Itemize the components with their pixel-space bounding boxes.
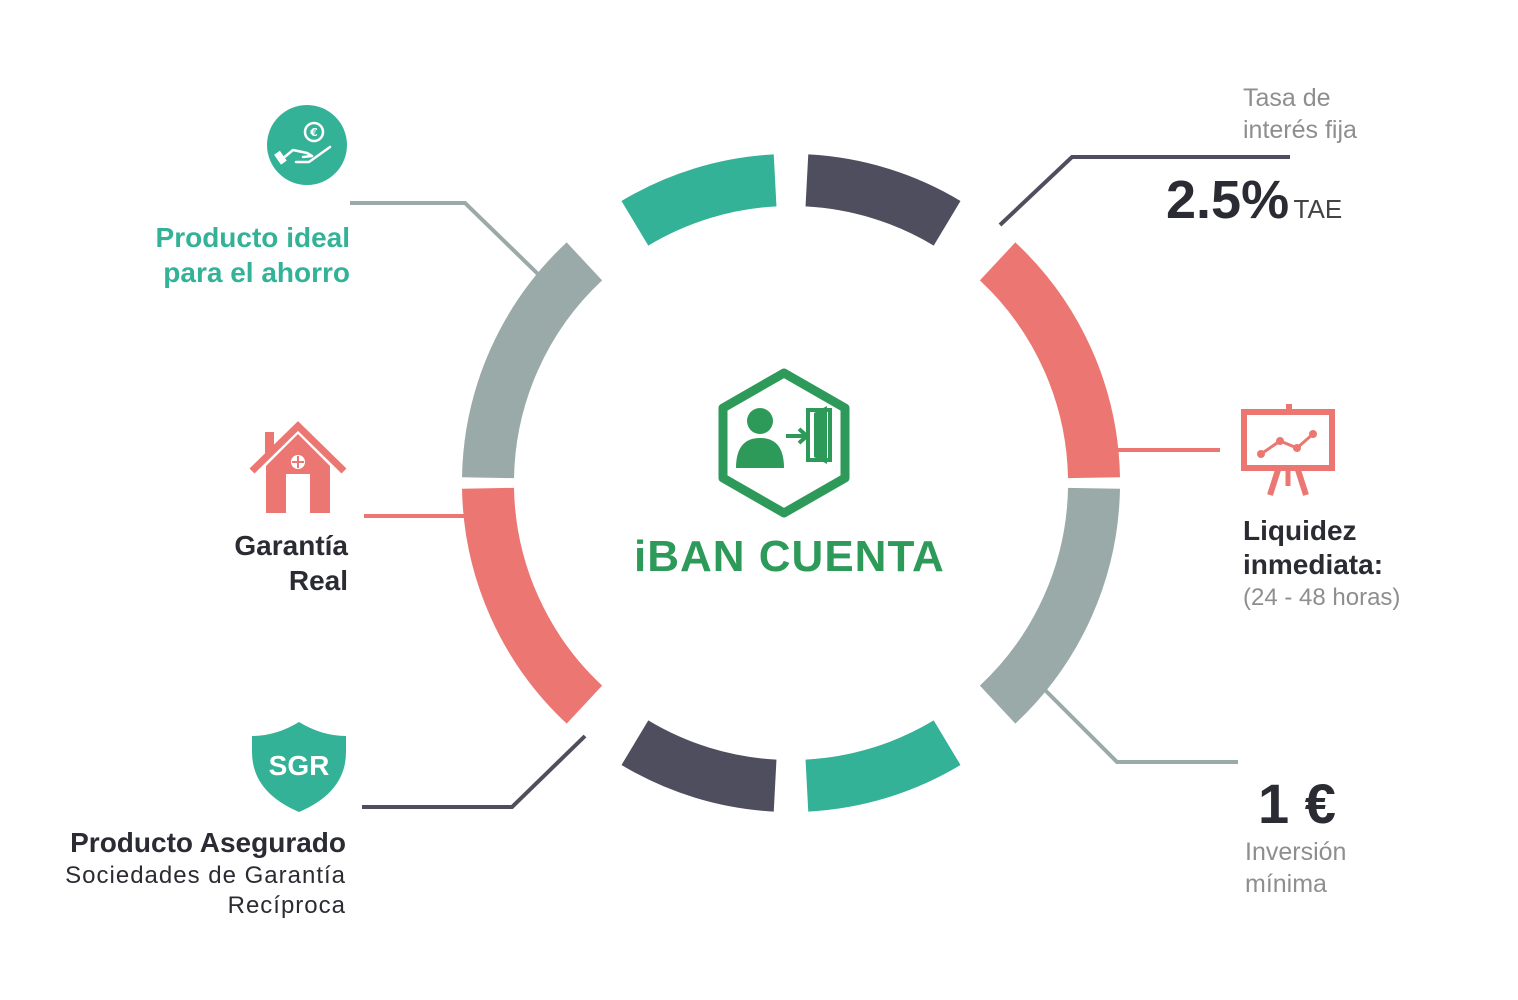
ring-segments: [462, 154, 1120, 812]
asegurado-sub-2: Recíproca: [227, 892, 346, 919]
asegurado-label: Producto Asegurado Sociedades de Garantí…: [20, 825, 346, 921]
segment-left-upper: [462, 242, 603, 479]
inversion-value: 1 €: [1258, 772, 1336, 835]
inversion-label: Inversión mínima: [1245, 836, 1346, 900]
garantia-label: Garantía Real: [150, 528, 348, 598]
house-icon: [249, 421, 347, 513]
ahorro-line-1: Producto ideal: [155, 222, 350, 253]
liquidez-line-3: (24 - 48 horas): [1243, 584, 1401, 611]
liquidez-label: Liquidez inmediata: (24 - 48 horas): [1243, 514, 1400, 614]
liquidez-line-1: Liquidez: [1243, 515, 1357, 546]
connector-inversion: [1041, 686, 1238, 764]
ahorro-line-2: para el ahorro: [163, 257, 350, 288]
segment-top-right: [805, 154, 961, 246]
segment-bottom-left: [621, 720, 777, 812]
svg-text:€: €: [309, 126, 318, 139]
liquidez-line-2: inmediata:: [1243, 549, 1384, 580]
shield-label: SGR: [269, 750, 330, 781]
user-exit-icon: [718, 368, 850, 518]
presentation-chart-icon: [1241, 404, 1335, 496]
segment-bottom-right: [805, 720, 961, 812]
connector-ahorro: [350, 201, 542, 278]
garantia-line-2: Real: [288, 565, 348, 596]
segment-left-lower: [462, 487, 603, 724]
segment-top-left: [621, 154, 777, 246]
segment-right-upper: [979, 242, 1120, 479]
tasa-unit: TAE: [1293, 194, 1343, 224]
page-title: iBAN CUENTA: [634, 532, 945, 581]
asegurado-title: Producto Asegurado: [70, 827, 346, 858]
segment-right-lower: [979, 487, 1120, 724]
inversion-label-2: mínima: [1245, 870, 1327, 898]
euro-hand-icon: €: [267, 105, 347, 185]
connector-tasa: [998, 155, 1290, 227]
garantia-line-1: Garantía: [234, 530, 348, 561]
tasa-value-row: 2.5% TAE: [1166, 168, 1342, 246]
tasa-label: Tasa de interés fija: [1243, 82, 1357, 146]
tasa-label-1: Tasa de: [1243, 84, 1331, 112]
connector-asegurado: [362, 734, 587, 809]
shield-icon: SGR: [252, 722, 346, 812]
inversion-label-1: Inversión: [1245, 838, 1347, 866]
tasa-label-2: interés fija: [1243, 116, 1357, 144]
ahorro-label: Producto ideal para el ahorro: [100, 220, 350, 290]
tasa-value: 2.5%: [1166, 170, 1290, 230]
asegurado-sub-1: Sociedades de Garantía: [65, 862, 346, 889]
